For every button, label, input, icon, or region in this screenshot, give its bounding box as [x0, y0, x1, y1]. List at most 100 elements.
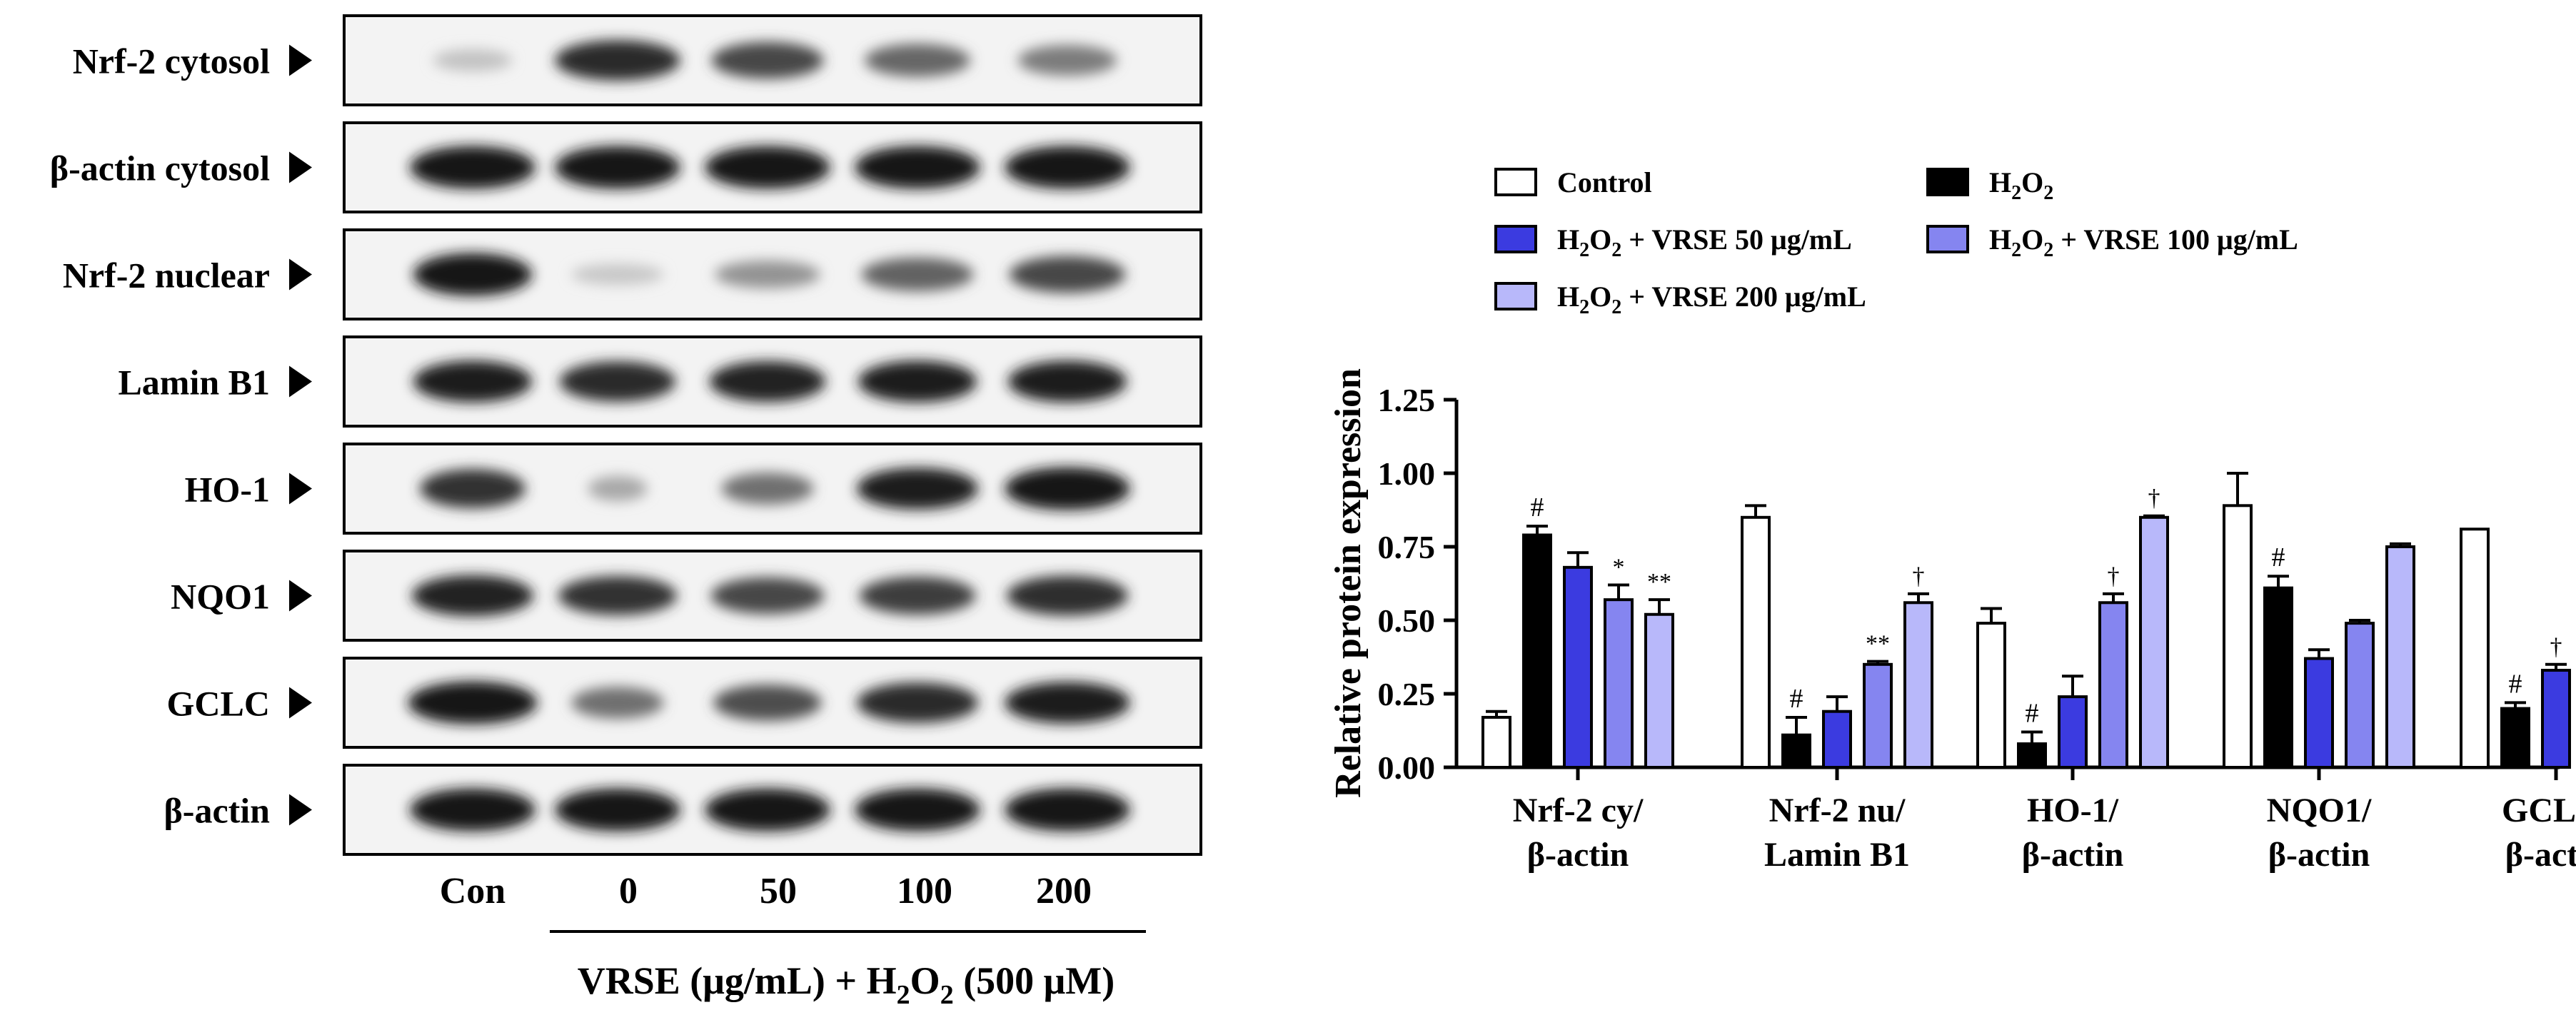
- bar: [1522, 533, 1552, 769]
- y-tick-label: 1.00: [1378, 455, 1436, 492]
- x-tick-label: β-actin: [1527, 836, 1629, 874]
- blot-band: [410, 146, 535, 189]
- bar: [2500, 707, 2530, 769]
- x-tick-label: Lamin B1: [1764, 836, 1910, 874]
- y-tick-label: 0.75: [1378, 529, 1436, 565]
- bar: [2541, 669, 2571, 769]
- blot-band: [715, 261, 820, 288]
- legend-item: H2O2 + VRSE 50 μg/mL: [1494, 223, 1852, 261]
- lane-label: 50: [760, 871, 797, 912]
- blot-band: [711, 41, 824, 79]
- legend-swatch: [1926, 168, 1969, 196]
- blot-band: [1007, 360, 1127, 403]
- blot-row-label: HO-1: [185, 470, 270, 510]
- treatment-label: VRSE (μg/mL) + H2O2 (500 μM): [578, 959, 1115, 1010]
- significance-mark: *: [1613, 555, 1625, 581]
- x-tick-label: HO-1/: [2027, 792, 2119, 829]
- row-arrow-icon: [289, 44, 312, 76]
- blot-band: [705, 146, 830, 189]
- significance-mark: †: [1913, 563, 1925, 590]
- bar: [1903, 601, 1933, 769]
- blot-row-label: GCLC: [167, 684, 270, 724]
- blot-band: [856, 682, 979, 723]
- blot-band: [555, 40, 680, 81]
- legend-swatch: [1494, 225, 1537, 253]
- lane-label: Con: [440, 871, 506, 912]
- bar: [2139, 515, 2169, 769]
- y-tick-label: 0.50: [1378, 602, 1436, 639]
- blot-row: HO-1: [185, 443, 1202, 535]
- blot-band: [411, 575, 534, 617]
- blot-band: [721, 473, 814, 505]
- blot-row-label: Lamin B1: [118, 363, 270, 403]
- blot-band: [410, 788, 535, 832]
- row-arrow-icon: [289, 580, 312, 612]
- blot-band: [713, 685, 822, 721]
- legend-label: H2O2 + VRSE 50 μg/mL: [1557, 223, 1852, 261]
- blot-band: [855, 788, 980, 832]
- x-tick-label: NQO1/: [2267, 792, 2372, 829]
- blot-row-label: Nrf-2 nuclear: [63, 256, 270, 296]
- blot-row: GCLC: [167, 657, 1202, 749]
- blot-band: [1005, 146, 1130, 189]
- legend-label: H2O2 + VRSE 200 μg/mL: [1557, 281, 1866, 318]
- legend-item: Control: [1494, 166, 1652, 198]
- bar: [2460, 527, 2490, 769]
- row-arrow-icon: [289, 687, 312, 719]
- bar: [2345, 622, 2375, 769]
- blot-band: [413, 360, 533, 403]
- significance-mark: **: [1647, 569, 1671, 595]
- bar: [1863, 662, 1893, 769]
- western-blot-panel: Nrf-2 cytosol β-actin cytosol Nrf-2 nuclea…: [50, 14, 1202, 856]
- significance-mark: †: [2108, 563, 2120, 590]
- y-tick-label: 0.00: [1378, 749, 1436, 786]
- blot-band: [865, 44, 970, 77]
- blot-row-label: Nrf-2 cytosol: [73, 41, 270, 81]
- bar: [2263, 586, 2293, 769]
- row-arrow-icon: [289, 258, 312, 291]
- blot-band: [558, 576, 678, 615]
- blot-band: [1005, 682, 1130, 724]
- y-tick-label: 1.25: [1378, 382, 1436, 418]
- bar: [2385, 545, 2415, 769]
- significance-mark: #: [2026, 699, 2039, 729]
- bar: [2223, 504, 2253, 769]
- blot-row-label: NQO1: [171, 577, 270, 617]
- legend-label: H2O2: [1989, 166, 2053, 204]
- x-tick-label: β-actin: [2022, 836, 2124, 874]
- blot-band: [855, 146, 980, 189]
- blot-band: [1006, 575, 1129, 616]
- row-arrow-icon: [289, 473, 312, 505]
- bar-chart: 0.000.250.500.751.001.25#***Nrf-2 cy/β-a…: [1378, 382, 2576, 874]
- legend-label: H2O2 + VRSE 100 μg/mL: [1989, 223, 2298, 261]
- lane-label: 200: [1036, 871, 1092, 912]
- blot-row-label: β-actin: [163, 791, 270, 831]
- row-arrow-icon: [289, 365, 312, 398]
- legend-item: H2O2 + VRSE 100 μg/mL: [1926, 223, 2298, 261]
- significance-mark: #: [2509, 669, 2522, 699]
- legend-swatch: [1926, 225, 1969, 253]
- bar: [1976, 622, 2006, 769]
- blot-row: β-actin: [163, 764, 1202, 856]
- bar: [1822, 710, 1852, 769]
- significance-mark: **: [1866, 631, 1890, 657]
- blot-band: [710, 577, 825, 615]
- blot-row: Lamin B1: [118, 335, 1202, 428]
- x-tick-label: Nrf-2 cy/: [1513, 792, 1644, 829]
- legend-swatch: [1494, 282, 1537, 310]
- y-axis-label: Relative protein expression: [1328, 368, 1369, 798]
- lane-label: 100: [897, 871, 952, 912]
- blot-row-label: β-actin cytosol: [50, 148, 270, 188]
- blot-band: [1005, 788, 1130, 832]
- bar: [2304, 657, 2334, 769]
- x-tick-label: β-actin: [2268, 836, 2370, 874]
- blot-band: [433, 49, 513, 72]
- blot-band: [1017, 45, 1117, 76]
- blot-band: [559, 361, 676, 402]
- significance-mark: #: [1531, 493, 1544, 522]
- blot-band: [413, 253, 533, 296]
- bar: [2017, 742, 2047, 769]
- bar: [1781, 733, 1811, 769]
- significance-mark: †: [2148, 485, 2160, 512]
- chart-legend: Control H2O2 H2O2 + VRSE 50 μg/mL H2O2 + VR…: [1494, 166, 2298, 318]
